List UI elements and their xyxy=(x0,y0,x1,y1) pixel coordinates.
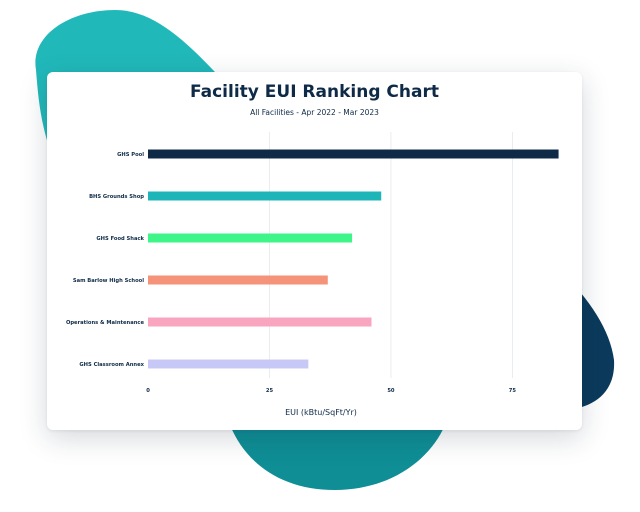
bar xyxy=(148,317,372,327)
bar-chart: 0 25 50 75 GHS Pool BHS Grounds Shop GHS Food … xyxy=(66,132,559,417)
grid-layer xyxy=(269,132,513,378)
category-label: GHS Food Shack xyxy=(96,236,144,242)
x-tick-label: 0 xyxy=(146,388,150,394)
bar xyxy=(148,275,328,285)
bar xyxy=(148,233,353,243)
teal-bottom-blob-shape xyxy=(230,425,445,490)
x-tick-label: 25 xyxy=(266,388,274,394)
chart-subtitle: All Facilities - Apr 2022 - Mar 2023 xyxy=(250,108,379,117)
x-tick-label: 75 xyxy=(509,388,517,394)
bar xyxy=(148,359,309,369)
bar xyxy=(148,149,559,159)
chart-card: Facility EUI Ranking Chart All Facilitie… xyxy=(47,72,582,430)
category-label: GHS Pool xyxy=(117,152,144,158)
chart-title: Facility EUI Ranking Chart xyxy=(190,82,439,102)
category-label: Sam Barlow High School xyxy=(73,278,144,284)
x-tick-label: 50 xyxy=(387,388,395,394)
category-label: BHS Grounds Shop xyxy=(89,194,144,200)
category-label: GHS Classroom Annex xyxy=(79,362,144,368)
label-layer: 0 25 50 75 GHS Pool BHS Grounds Shop GHS Food … xyxy=(66,152,516,394)
x-axis-label: EUI (kBtu/SqFt/Yr) xyxy=(285,408,357,417)
bar-layer xyxy=(148,149,559,369)
category-label: Operations & Maintenance xyxy=(66,320,145,326)
bar xyxy=(148,191,382,201)
